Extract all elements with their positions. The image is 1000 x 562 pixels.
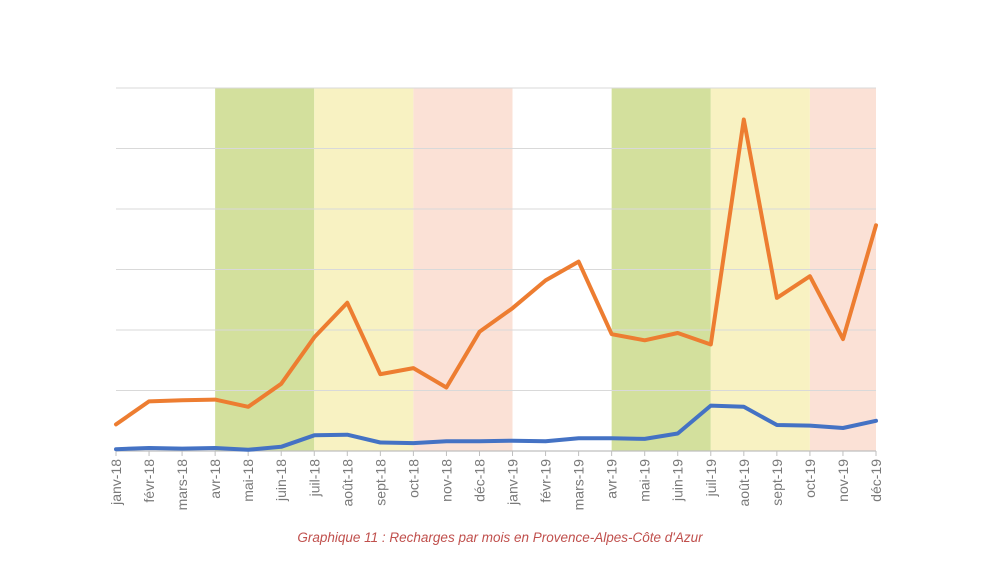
x-tick-label: déc-18 <box>471 459 487 502</box>
x-tick-label: janv-18 <box>108 459 124 506</box>
x-tick-label: oct-18 <box>405 459 421 498</box>
x-tick-label: mars-19 <box>571 459 587 511</box>
line-chart: janv-18 févr-18 mars-18 avr-18 mai-18 juin-18… <box>108 87 884 511</box>
x-tick-label: août-18 <box>339 459 355 507</box>
x-tick-label: juil-19 <box>703 459 719 498</box>
x-tick-label: nov-18 <box>438 459 454 502</box>
x-tick-label: mai-19 <box>637 459 653 502</box>
series-line-orange <box>114 117 878 427</box>
x-tick-label: févr-19 <box>538 459 554 503</box>
x-tick-label: janv-19 <box>505 459 521 506</box>
x-tick-label: août-19 <box>736 459 752 507</box>
x-tick-label: nov-19 <box>835 459 851 502</box>
x-tick-label: juil-18 <box>306 459 322 498</box>
x-axis-tick-labels: janv-18 févr-18 mars-18 avr-18 mai-18 juin-18… <box>108 459 884 511</box>
series-lines <box>114 117 878 452</box>
x-tick-label: mars-18 <box>174 459 190 511</box>
x-tick-label: juin-19 <box>670 459 686 502</box>
x-tick-label: févr-18 <box>141 459 157 503</box>
x-tick-label: déc-19 <box>868 459 884 502</box>
x-tick-label: sept-18 <box>372 459 388 506</box>
chart-caption: Graphique 11 : Recharges par mois en Pro… <box>297 530 703 545</box>
x-tick-label: sept-19 <box>769 459 785 506</box>
x-tick-label: mai-18 <box>240 459 256 502</box>
x-tick-label: oct-19 <box>802 459 818 498</box>
x-tick-label: avr-18 <box>207 459 223 499</box>
series-line-blue <box>114 403 878 452</box>
x-tick-label: juin-18 <box>273 459 289 502</box>
x-tick-label: avr-19 <box>604 459 620 499</box>
